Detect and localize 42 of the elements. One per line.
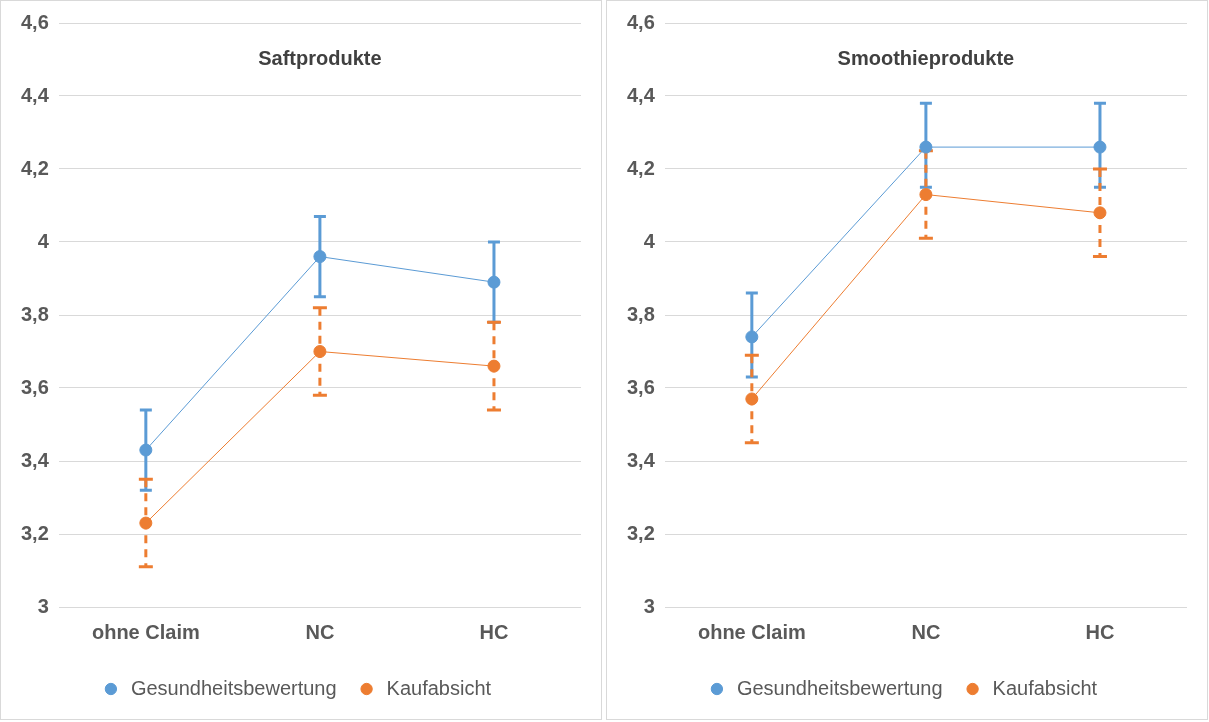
y-tick-label: 4 bbox=[643, 229, 656, 252]
y-tick-label: 3,4 bbox=[20, 448, 50, 471]
point bbox=[1093, 140, 1107, 154]
point bbox=[139, 443, 153, 457]
legend-label: Kaufabsicht bbox=[992, 676, 1098, 699]
y-tick-label: 3,8 bbox=[626, 302, 655, 325]
y-tick-label: 4,6 bbox=[20, 10, 49, 33]
y-tick-label: 4,4 bbox=[626, 83, 656, 106]
text: Smoothieprodukte bbox=[837, 47, 1015, 70]
x-tick-label: NC bbox=[911, 620, 941, 643]
x-tick-label: HC bbox=[1085, 620, 1115, 643]
legend-label: Gesundheitsbewertung bbox=[736, 676, 943, 699]
point bbox=[745, 330, 759, 344]
legend-label: Kaufabsicht bbox=[386, 676, 492, 699]
y-tick-label: 3 bbox=[643, 594, 655, 617]
y-tick-label: 4,2 bbox=[626, 156, 655, 179]
y-tick-label: 3,8 bbox=[20, 302, 49, 325]
y-tick-label: 4,4 bbox=[20, 83, 50, 106]
point bbox=[313, 250, 327, 264]
y-tick-label: 3,6 bbox=[626, 375, 655, 398]
y-tick-label: 3,2 bbox=[20, 521, 49, 544]
y-tick-label: 3,4 bbox=[626, 448, 656, 471]
y-tick-label: 4,6 bbox=[626, 10, 655, 33]
point bbox=[745, 392, 759, 406]
point bbox=[487, 275, 501, 289]
y-tick-label: 3 bbox=[37, 594, 49, 617]
point bbox=[139, 516, 153, 530]
x-tick-label: ohne Claim bbox=[91, 620, 200, 643]
y-tick-label: 3,2 bbox=[626, 521, 655, 544]
x-tick-label: HC bbox=[479, 620, 509, 643]
y-tick-label: 3,6 bbox=[20, 375, 49, 398]
point bbox=[919, 188, 933, 202]
legend-label: Gesundheitsbewertung bbox=[130, 676, 337, 699]
point bbox=[1093, 206, 1107, 220]
point bbox=[313, 345, 327, 358]
x-tick-label: ohne Claim bbox=[697, 620, 806, 643]
point bbox=[919, 140, 933, 154]
point bbox=[487, 359, 501, 373]
y-tick-label: 4,2 bbox=[20, 156, 49, 179]
x-tick-label: NC bbox=[305, 620, 335, 643]
text: Saftprodukte bbox=[258, 47, 382, 70]
y-tick-label: 4 bbox=[37, 229, 50, 252]
